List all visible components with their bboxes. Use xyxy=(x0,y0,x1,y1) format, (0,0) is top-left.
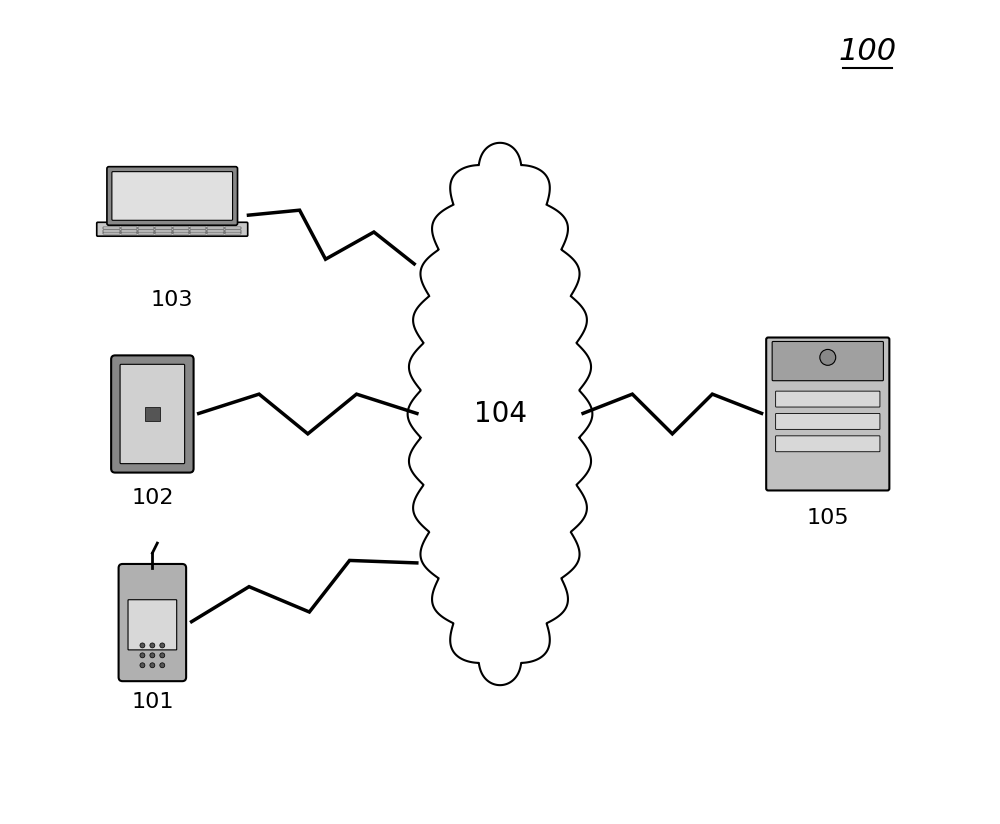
FancyBboxPatch shape xyxy=(111,355,194,473)
Text: 100: 100 xyxy=(838,37,897,67)
Bar xyxy=(190,230,206,232)
Circle shape xyxy=(160,653,165,658)
FancyBboxPatch shape xyxy=(128,600,177,650)
Circle shape xyxy=(820,349,836,365)
Bar xyxy=(121,232,137,234)
FancyBboxPatch shape xyxy=(120,364,185,464)
Bar xyxy=(155,227,172,229)
Circle shape xyxy=(150,653,155,658)
FancyBboxPatch shape xyxy=(107,166,238,225)
Circle shape xyxy=(160,662,165,667)
Bar xyxy=(173,227,189,229)
Bar xyxy=(121,230,137,232)
FancyBboxPatch shape xyxy=(776,414,880,429)
FancyBboxPatch shape xyxy=(112,171,233,220)
Text: 104: 104 xyxy=(474,400,526,428)
Bar xyxy=(138,227,154,229)
Bar xyxy=(173,232,189,234)
Bar xyxy=(207,230,224,232)
Bar xyxy=(138,230,154,232)
Bar xyxy=(207,227,224,229)
Bar xyxy=(103,232,120,234)
Text: 105: 105 xyxy=(806,508,849,528)
Polygon shape xyxy=(408,143,592,685)
FancyBboxPatch shape xyxy=(119,564,186,681)
Bar xyxy=(103,227,120,229)
FancyBboxPatch shape xyxy=(766,338,889,490)
Text: 101: 101 xyxy=(131,692,174,712)
Bar xyxy=(138,232,154,234)
Text: 102: 102 xyxy=(131,489,174,508)
Bar xyxy=(225,227,241,229)
Bar xyxy=(155,230,172,232)
Circle shape xyxy=(160,643,165,648)
Text: 103: 103 xyxy=(151,290,193,310)
Bar xyxy=(190,232,206,234)
FancyBboxPatch shape xyxy=(97,222,248,236)
Circle shape xyxy=(150,643,155,648)
FancyBboxPatch shape xyxy=(776,436,880,452)
Bar xyxy=(173,230,189,232)
Bar xyxy=(207,232,224,234)
Bar xyxy=(145,406,160,421)
Bar xyxy=(225,230,241,232)
Circle shape xyxy=(140,643,145,648)
Bar xyxy=(225,232,241,234)
Bar xyxy=(121,227,137,229)
FancyBboxPatch shape xyxy=(776,391,880,407)
Bar xyxy=(103,230,120,232)
Circle shape xyxy=(150,662,155,667)
Circle shape xyxy=(140,662,145,667)
Bar xyxy=(190,227,206,229)
Circle shape xyxy=(140,653,145,658)
Bar xyxy=(155,232,172,234)
FancyBboxPatch shape xyxy=(772,341,883,381)
